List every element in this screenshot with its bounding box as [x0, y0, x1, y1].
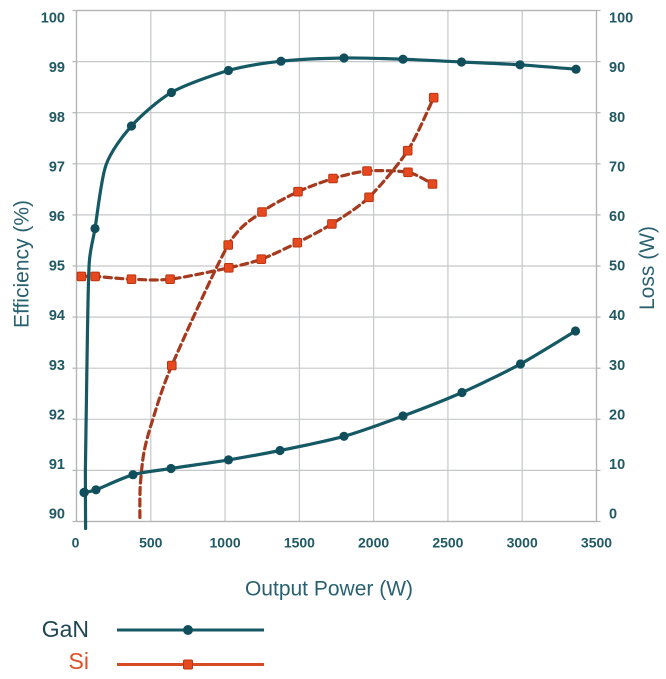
svg-text:Loss (W): Loss (W) [636, 226, 659, 310]
svg-text:3500: 3500 [581, 535, 612, 551]
svg-text:90: 90 [49, 507, 65, 523]
svg-text:99: 99 [49, 60, 65, 76]
svg-text:70: 70 [609, 159, 625, 175]
svg-text:92: 92 [49, 407, 65, 423]
svg-text:94: 94 [49, 308, 65, 324]
svg-text:40: 40 [609, 308, 625, 324]
svg-text:97: 97 [49, 159, 65, 175]
svg-text:2000: 2000 [358, 535, 389, 551]
svg-text:500: 500 [139, 535, 163, 551]
svg-text:50: 50 [609, 259, 625, 275]
svg-text:30: 30 [609, 358, 625, 374]
svg-text:Si: Si [69, 648, 89, 674]
svg-text:100: 100 [41, 11, 65, 27]
svg-text:0: 0 [609, 507, 617, 523]
svg-text:1500: 1500 [284, 535, 315, 551]
svg-text:93: 93 [49, 358, 65, 374]
svg-text:0: 0 [72, 535, 80, 551]
svg-text:96: 96 [49, 209, 65, 225]
svg-text:GaN: GaN [42, 616, 89, 642]
svg-text:95: 95 [49, 259, 65, 275]
svg-text:91: 91 [49, 457, 65, 473]
svg-text:90: 90 [609, 60, 625, 76]
svg-text:20: 20 [609, 407, 625, 423]
svg-text:80: 80 [609, 110, 625, 126]
svg-text:Output Power (W): Output Power (W) [245, 578, 413, 601]
svg-text:Efficiency (%): Efficiency (%) [10, 200, 33, 328]
svg-text:2500: 2500 [432, 535, 463, 551]
svg-text:3000: 3000 [507, 535, 538, 551]
svg-text:1000: 1000 [210, 535, 241, 551]
svg-text:100: 100 [609, 11, 633, 27]
svg-text:10: 10 [609, 457, 625, 473]
svg-text:98: 98 [49, 110, 65, 126]
svg-text:60: 60 [609, 209, 625, 225]
